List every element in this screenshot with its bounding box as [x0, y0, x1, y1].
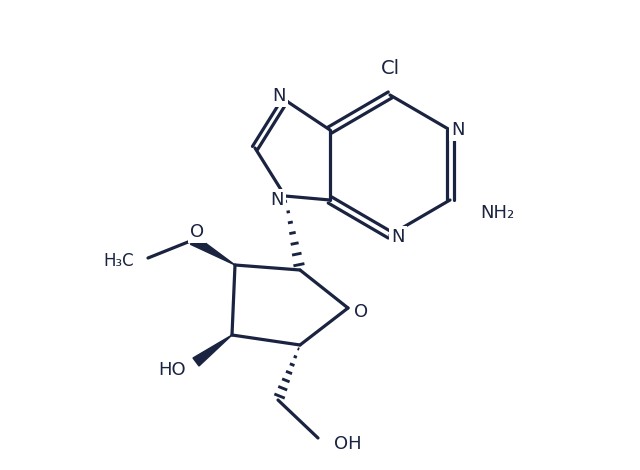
Text: N: N	[270, 191, 284, 209]
Text: N: N	[272, 87, 285, 105]
Text: O: O	[354, 303, 368, 321]
Text: N: N	[451, 121, 465, 139]
Text: Cl: Cl	[380, 58, 399, 78]
Text: N: N	[391, 228, 404, 246]
Polygon shape	[193, 335, 232, 366]
Text: NH₂: NH₂	[480, 204, 515, 222]
Text: OH: OH	[334, 435, 362, 453]
Polygon shape	[191, 235, 235, 265]
Text: HO: HO	[158, 361, 186, 379]
Text: O: O	[190, 223, 204, 241]
Text: H₃C: H₃C	[104, 252, 134, 270]
